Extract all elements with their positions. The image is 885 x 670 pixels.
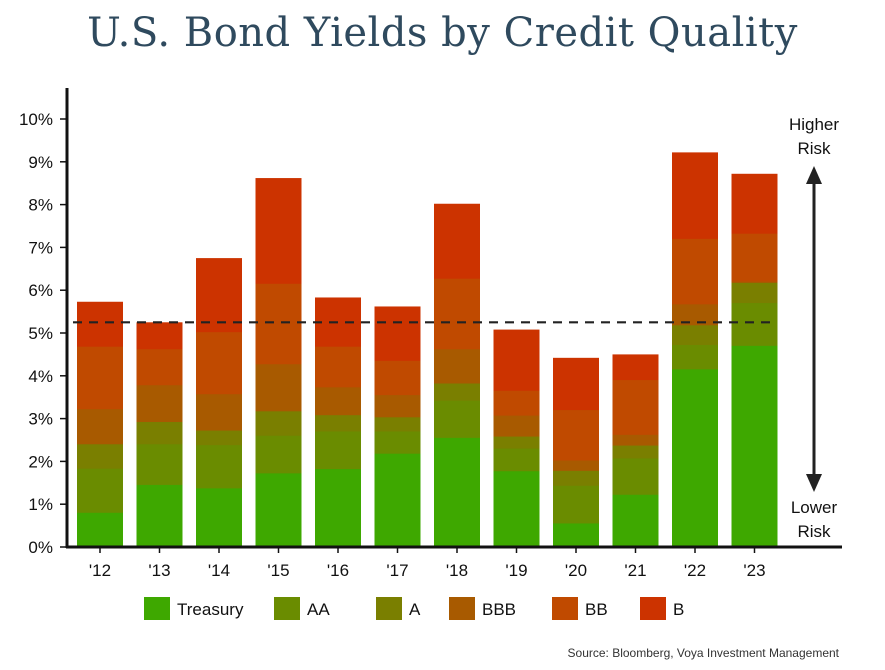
x-tick-label: '21 <box>624 561 646 580</box>
higher-risk-label: Higher <box>789 115 839 134</box>
legend-label-a: A <box>409 600 421 619</box>
bar-treasury-2 <box>136 484 183 547</box>
y-tick-label: 9% <box>28 153 53 172</box>
x-tick-label: '15 <box>267 561 289 580</box>
y-ticks-layer: 0% 1% 2% 3% 4% 5% 6% 7% 8% 9% 10% <box>19 110 67 557</box>
x-tick-label: '13 <box>148 561 170 580</box>
y-tick-label: 0% <box>28 538 53 557</box>
chart-title: U.S. Bond Yields by Credit Quality <box>87 10 798 56</box>
x-tick-label: '23 <box>743 561 765 580</box>
x-tick-label: '18 <box>446 561 468 580</box>
x-labels-layer: '12 '13 '14 '15 '16 '17 '18 '19 '20 '21 '22 '23 <box>89 547 766 580</box>
bar-treasury-5 <box>315 469 361 547</box>
bar-treasury-3 <box>196 488 242 547</box>
x-tick-label: '20 <box>565 561 587 580</box>
legend-swatch-aa <box>274 597 300 620</box>
up-arrow-icon <box>806 166 822 184</box>
legend-layer: Treasury AA A BBB BB B <box>144 597 684 620</box>
x-tick-label: '16 <box>327 561 349 580</box>
x-tick-label: '14 <box>208 561 230 580</box>
bar-treasury-12 <box>731 345 778 547</box>
x-tick-label: '12 <box>89 561 111 580</box>
y-tick-label: 4% <box>28 367 53 386</box>
bar-treasury-9 <box>553 523 599 547</box>
y-tick-label: 5% <box>28 324 53 343</box>
y-tick-label: 7% <box>28 238 53 257</box>
bar-treasury-4 <box>255 473 302 547</box>
legend-swatch-treasury <box>144 597 170 620</box>
bar-treasury-7 <box>434 437 480 547</box>
legend-swatch-b <box>640 597 666 620</box>
legend-label-aa: AA <box>307 600 330 619</box>
legend-label-b: B <box>673 600 684 619</box>
axes-layer <box>65 88 842 549</box>
y-tick-label: 8% <box>28 196 53 215</box>
bar-treasury-8 <box>493 471 540 547</box>
y-tick-label: 10% <box>19 110 53 129</box>
y-tick-label: 2% <box>28 452 53 471</box>
bar-treasury-11 <box>672 369 718 547</box>
y-tick-label: 1% <box>28 495 53 514</box>
higher-risk-label: Risk <box>797 139 831 158</box>
legend-swatch-bb <box>552 597 578 620</box>
x-tick-label: '19 <box>505 561 527 580</box>
bar-treasury-6 <box>374 453 421 547</box>
x-tick-label: '17 <box>386 561 408 580</box>
legend-swatch-bbb <box>449 597 475 620</box>
down-arrow-icon <box>806 474 822 492</box>
y-tick-label: 3% <box>28 410 53 429</box>
y-tick-label: 6% <box>28 281 53 300</box>
legend-label-treasury: Treasury <box>177 600 244 619</box>
source-note: Source: Bloomberg, Voya Investment Manag… <box>567 646 839 660</box>
legend-label-bb: BB <box>585 600 608 619</box>
bar-treasury-1 <box>77 512 123 547</box>
legend-swatch-a <box>376 597 402 620</box>
bars-layer <box>77 152 778 548</box>
bar-treasury-10 <box>612 494 659 547</box>
lower-risk-label: Lower <box>791 498 838 517</box>
risk-arrow-layer: Higher Risk Lower Risk <box>789 115 839 541</box>
x-tick-label: '22 <box>684 561 706 580</box>
legend-label-bbb: BBB <box>482 600 516 619</box>
lower-risk-label: Risk <box>797 522 831 541</box>
